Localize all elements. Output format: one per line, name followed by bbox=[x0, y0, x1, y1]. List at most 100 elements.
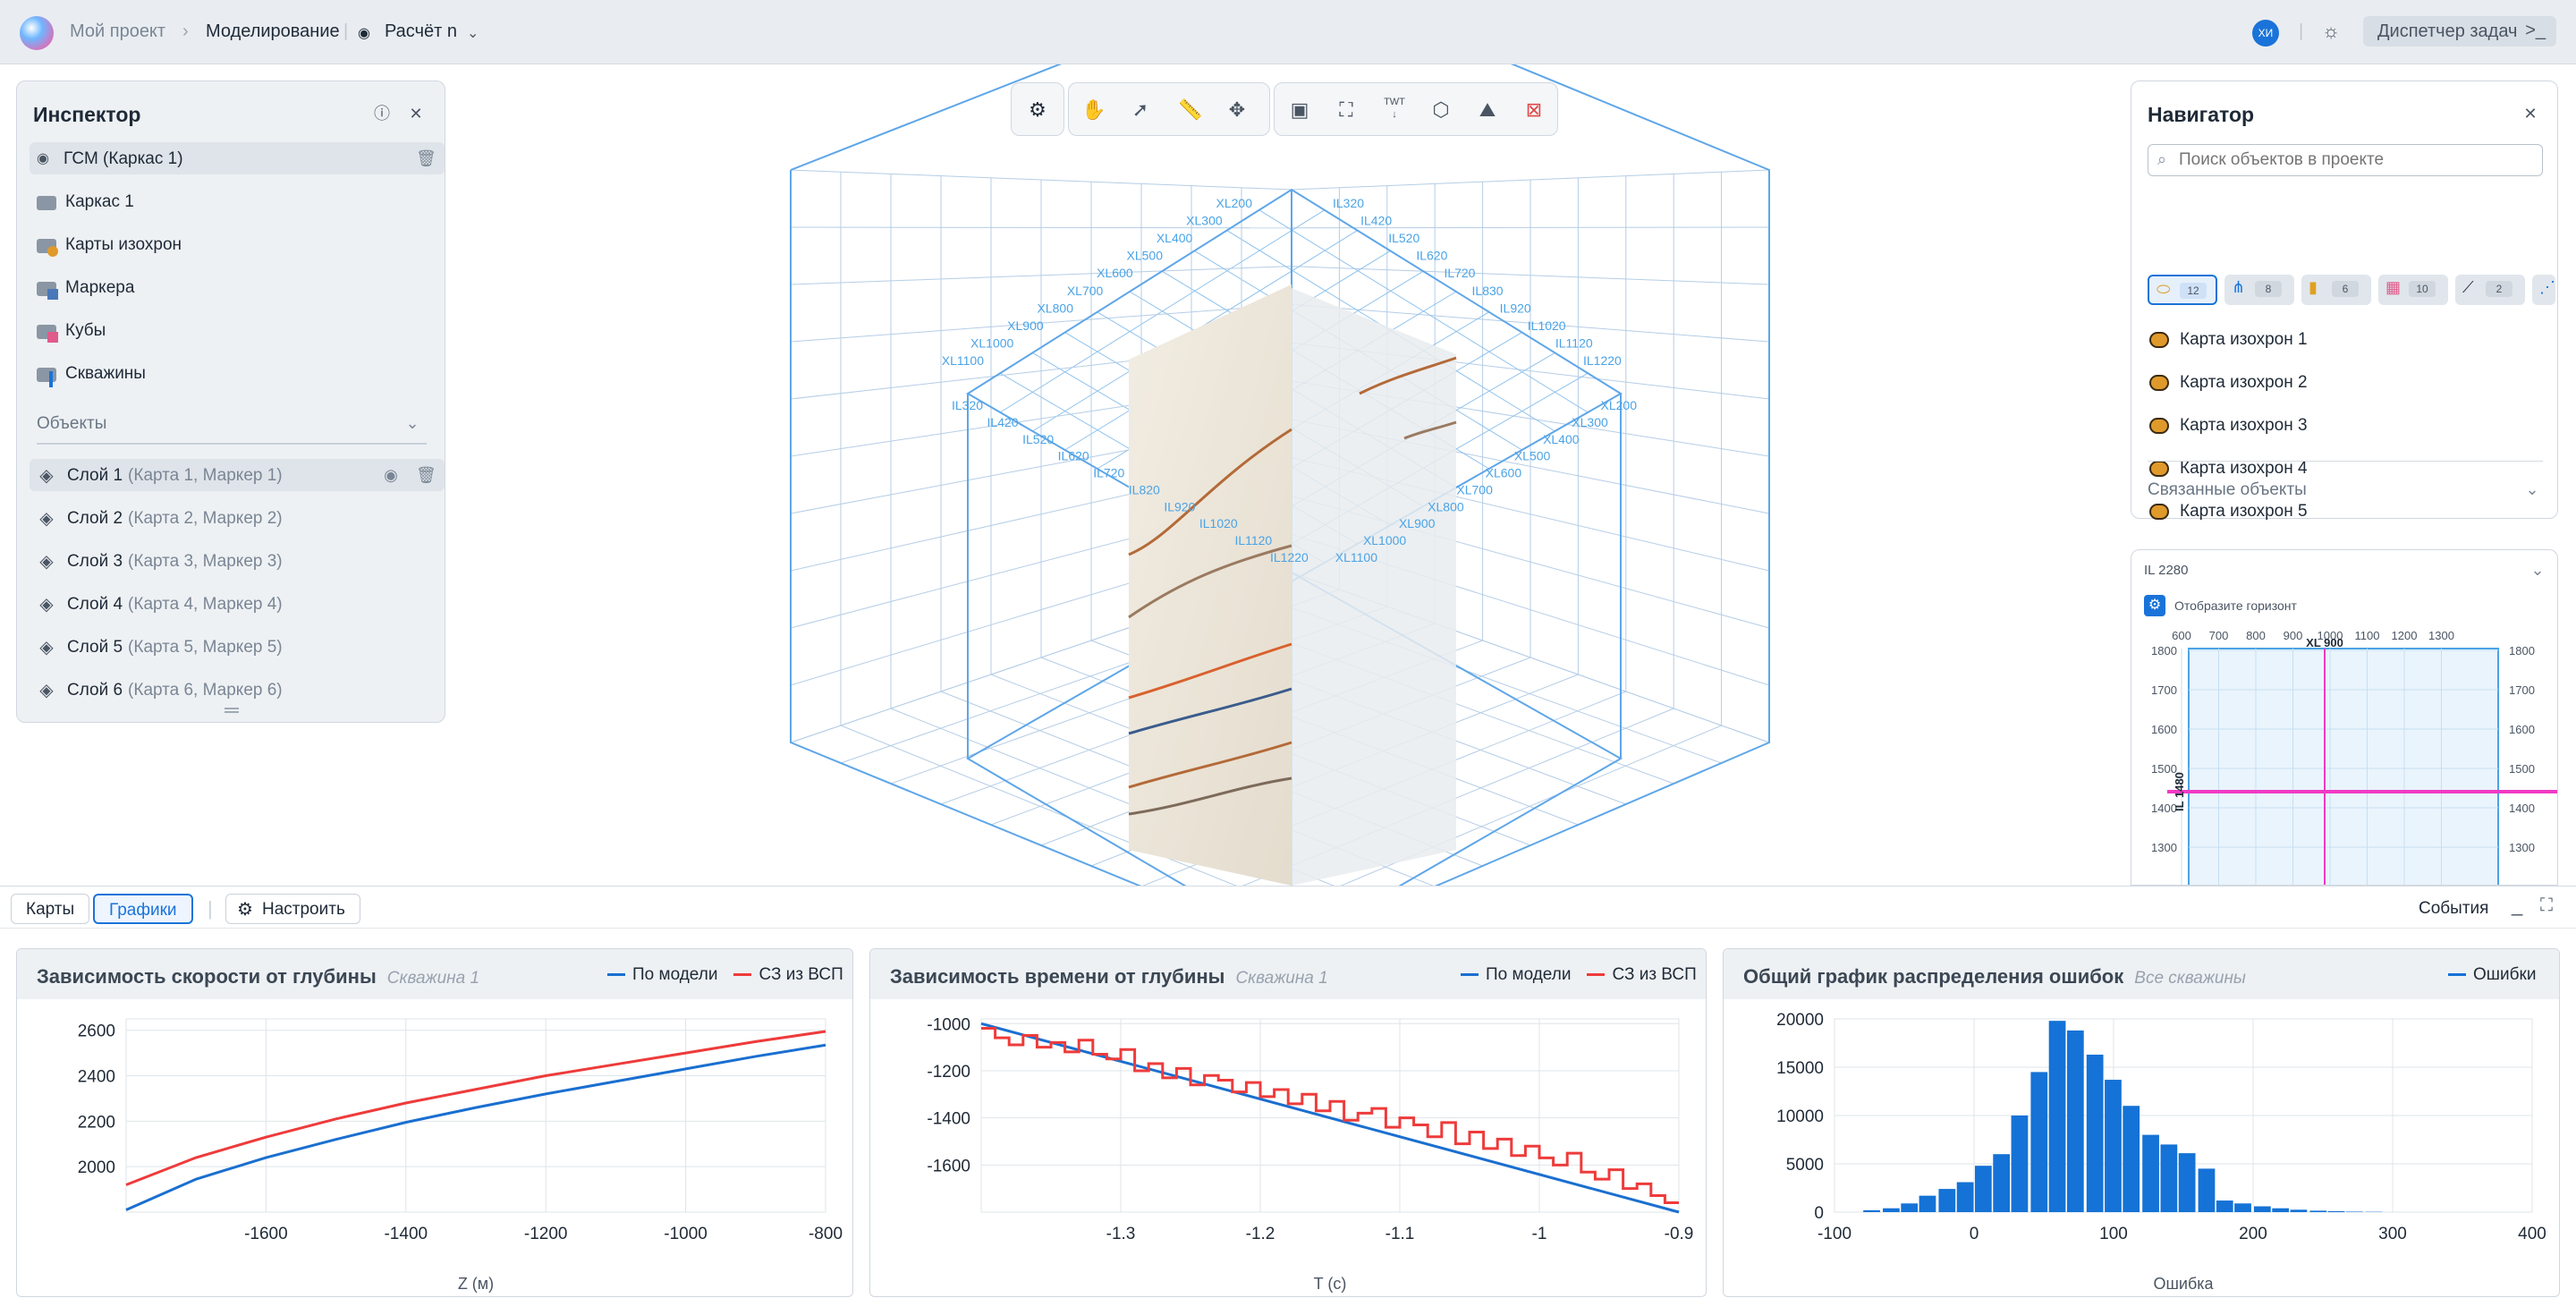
clear-icon[interactable]: ⊠ bbox=[1525, 98, 1543, 121]
navigator-item[interactable]: Карта изохрон 4 bbox=[2144, 452, 2538, 488]
inspector-item-wells[interactable]: Скважины bbox=[30, 357, 445, 389]
layer-name: Слой 6 bbox=[67, 681, 123, 700]
breadcrumb-calc[interactable]: Расчёт n bbox=[385, 21, 457, 41]
chevron-down-icon[interactable]: ⌄ bbox=[467, 26, 479, 41]
bar bbox=[1938, 1189, 1956, 1212]
reflector-5 bbox=[1128, 741, 1292, 789]
layer-item[interactable]: ◈ Слой 4 (Карта 4, Маркер 4) bbox=[30, 588, 445, 620]
settings-icon[interactable]: ⚙ bbox=[2144, 595, 2165, 616]
minimap-y-tick: 1500 bbox=[2151, 762, 2177, 776]
close-icon[interactable]: ✕ bbox=[409, 105, 423, 123]
search-field[interactable]: ⌕ bbox=[2148, 144, 2543, 176]
reflector-1 bbox=[1128, 428, 1292, 556]
x-tick-label: 300 bbox=[2378, 1225, 2407, 1243]
y-tick-label: -1600 bbox=[927, 1157, 970, 1175]
bar bbox=[2066, 1030, 2084, 1212]
filter-chip[interactable]: ⟋ 2 bbox=[2455, 275, 2525, 305]
time-chart-plot[interactable]: -1.3 -1.2 -1.1 -1 -0.9 -1000 -1200 -1400 -1600 T … bbox=[870, 999, 1707, 1297]
breadcrumb-project[interactable]: Мой проект bbox=[70, 21, 166, 41]
navigator-item[interactable]: Карта изохрон 1 bbox=[2144, 323, 2538, 359]
layer-item[interactable]: ◈ Слой 2 (Карта 2, Маркер 2) bbox=[30, 502, 445, 534]
search-input[interactable] bbox=[2179, 148, 2533, 172]
breadcrumb-section[interactable]: Моделирование bbox=[206, 21, 340, 41]
tab-maps[interactable]: Карты bbox=[11, 894, 90, 924]
theme-sun-icon[interactable]: ☼ bbox=[2322, 20, 2341, 42]
y-tick-label: 0 bbox=[1814, 1204, 1824, 1223]
minimap-y-tick: 1400 bbox=[2151, 802, 2177, 815]
trash-icon[interactable]: 🗑 bbox=[416, 466, 436, 484]
chart-title: Зависимость времени от глубины Скважина 1 bbox=[890, 965, 1328, 988]
ruler-icon[interactable]: 📏 bbox=[1178, 98, 1203, 121]
folder-icon bbox=[37, 196, 56, 210]
scene-axis-label: IL830 bbox=[1472, 284, 1504, 298]
eye-icon[interactable]: ◉ bbox=[384, 466, 398, 484]
tab-charts[interactable]: Графики bbox=[93, 894, 193, 924]
filter-chip[interactable]: ⬭ 12 bbox=[2148, 275, 2217, 305]
events-link[interactable]: События bbox=[2419, 899, 2489, 918]
chevron-down-icon[interactable]: ⌄ bbox=[405, 414, 419, 432]
layer-name: Слой 4 bbox=[67, 595, 123, 614]
camera-icon[interactable]: ▣ bbox=[1290, 98, 1309, 121]
x-axis-label: Z (м) bbox=[458, 1275, 494, 1293]
settings-icon[interactable]: ⚙ bbox=[1029, 98, 1046, 121]
legend-swatch-vsp bbox=[733, 973, 752, 977]
inspector-item-frame[interactable]: Каркас 1 bbox=[30, 185, 445, 217]
related-objects-label[interactable]: Связанные объекты bbox=[2148, 480, 2307, 499]
layer-item[interactable]: ◈ Слой 3 (Карта 3, Маркер 3) bbox=[30, 545, 445, 577]
layer-item[interactable]: ◈ Слой 6 (Карта 6, Маркер 6) bbox=[30, 674, 445, 706]
maximize-icon[interactable]: ⛶ bbox=[2540, 895, 2553, 915]
trash-icon[interactable]: 🗑 bbox=[416, 149, 436, 167]
layers-icon[interactable]: ⛰ bbox=[1479, 98, 1496, 121]
move-icon[interactable]: ✥ bbox=[1228, 98, 1246, 121]
minimap-x-tick: 900 bbox=[2284, 629, 2303, 642]
scene-axis-label: IL520 bbox=[1388, 231, 1419, 245]
close-icon[interactable]: ✕ bbox=[2523, 105, 2538, 123]
cube-icon[interactable]: ⬡ bbox=[1432, 98, 1450, 121]
task-manager-button[interactable]: Диспетчер задач >_ bbox=[2363, 16, 2556, 47]
navigator-item[interactable]: Карта изохрон 2 bbox=[2144, 366, 2538, 402]
velocity-chart-plot[interactable]: -1600 -1400 -1200 -1000 -800 2000 2200 2400 2600… bbox=[17, 999, 853, 1297]
app-logo[interactable] bbox=[20, 16, 54, 50]
inspector-item-isochrons[interactable]: Карты изохрон bbox=[30, 228, 445, 260]
chart-legend: Ошибки bbox=[2432, 965, 2536, 985]
frame-icon[interactable]: ⛶ bbox=[1339, 98, 1353, 121]
minimap-x-tick: 700 bbox=[2209, 629, 2229, 642]
navigator-item[interactable]: Карта изохрон 3 bbox=[2144, 409, 2538, 445]
pointer-icon[interactable]: ➚ bbox=[1131, 98, 1149, 121]
chart-header: Общий график распределения ошибок Все скв… bbox=[1724, 949, 2559, 999]
filter-chip[interactable]: ⋰ bbox=[2532, 275, 2555, 305]
bar bbox=[2254, 1206, 2271, 1212]
y-tick-label: 15000 bbox=[1776, 1059, 1824, 1078]
layer-item[interactable]: ◈ Слой 5 (Карта 5, Маркер 5) bbox=[30, 631, 445, 663]
hand-icon[interactable]: ✋ bbox=[1081, 98, 1106, 121]
x-axis-label: Ошибка bbox=[2153, 1275, 2214, 1293]
minimize-icon[interactable]: _ bbox=[2512, 894, 2523, 916]
navigator-item[interactable]: Карта изохрон 5 bbox=[2144, 495, 2538, 530]
resize-handle[interactable] bbox=[225, 708, 239, 713]
layer-sub: (Карта 3, Маркер 3) bbox=[128, 552, 283, 571]
configure-button[interactable]: ⚙ Настроить bbox=[225, 894, 360, 924]
filter-chip[interactable]: ⋔ 8 bbox=[2224, 275, 2294, 305]
3d-scene[interactable]: XL200 XL300 XL400 XL500 XL600 XL700 XL800 XL900… bbox=[0, 64, 2576, 886]
filter-chip[interactable]: ▦ 10 bbox=[2378, 275, 2448, 305]
layer-label: Слой 2 (Карта 2, Маркер 2) bbox=[67, 509, 283, 529]
grid-line bbox=[1258, 209, 1589, 413]
minimap-plot[interactable]: 600 700 800 900 1000 1100 1200 1300 1800 1800 1700… bbox=[2131, 622, 2558, 886]
inspector-item-gsm[interactable]: ◉ ГСМ (Каркас 1) 🗑 bbox=[30, 142, 445, 174]
chevron-down-icon[interactable]: ⌄ bbox=[2525, 480, 2539, 498]
info-icon[interactable]: ⓘ bbox=[374, 105, 390, 123]
y-tick-label: -1000 bbox=[927, 1015, 970, 1034]
tabs-divider: | bbox=[208, 897, 213, 920]
x-tick-label: -1 bbox=[1532, 1225, 1547, 1243]
errors-chart-plot[interactable]: -100 0 100 200 300 400 0 5000 10000 15000 20000 Оши… bbox=[1724, 999, 2560, 1297]
avatar[interactable]: ХИ bbox=[2252, 20, 2279, 47]
x-tick-label: -0.9 bbox=[1665, 1225, 1694, 1243]
filter-chip[interactable]: ▮ 6 bbox=[2301, 275, 2371, 305]
layer-item[interactable]: ◈ Слой 1 (Карта 1, Маркер 1) ◉ 🗑 bbox=[30, 459, 445, 491]
inspector-item-markers[interactable]: Маркера bbox=[30, 271, 445, 303]
twt-icon[interactable]: TWT ↓ bbox=[1384, 97, 1405, 120]
scene-axis-label: IL920 bbox=[1164, 499, 1195, 513]
chevron-down-icon[interactable]: ⌄ bbox=[2530, 561, 2545, 579]
inspector-item-cubes[interactable]: Кубы bbox=[30, 314, 445, 346]
minimap-frame bbox=[2188, 648, 2499, 885]
